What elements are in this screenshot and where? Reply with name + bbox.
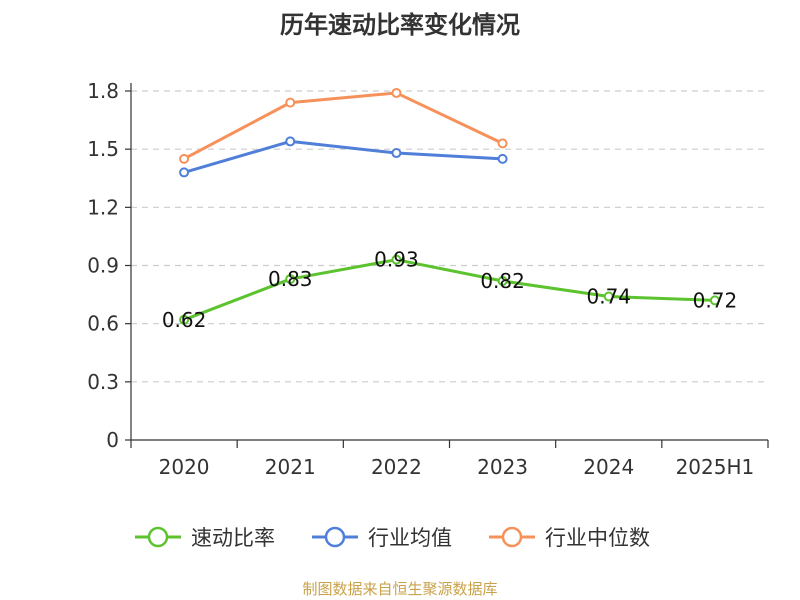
legend-marker <box>324 526 346 548</box>
data-point <box>179 314 190 325</box>
data-point <box>285 97 296 108</box>
y-tick-label: 1.2 <box>87 195 119 219</box>
data-point <box>285 136 296 147</box>
series-line <box>183 139 503 174</box>
x-tick-label: 2024 <box>583 455 634 479</box>
data-point <box>709 295 720 306</box>
data-point <box>285 274 296 285</box>
series-line <box>183 91 504 161</box>
y-tick-label: 1.5 <box>87 137 119 161</box>
data-point <box>179 167 190 178</box>
y-tick-label: 0 <box>106 428 119 452</box>
grid-lines <box>131 90 768 383</box>
y-tick-label: 0.9 <box>87 254 119 278</box>
x-tick-label: 2022 <box>371 455 422 479</box>
source-note: 制图数据来自恒生聚源数据库 <box>302 580 497 598</box>
data-label: 0.82 <box>480 269 525 293</box>
data-point <box>391 148 402 159</box>
data-label: 0.83 <box>268 267 313 291</box>
legend-label: 行业中位数 <box>545 526 650 550</box>
axes: 0 0.3 0.6 0.9 1.2 1.5 1.8 2020 2021 2022 2023 2024 2… <box>87 79 769 479</box>
data-label: 0.93 <box>374 248 419 272</box>
data-label: 0.62 <box>162 308 207 332</box>
data-point <box>497 153 508 164</box>
y-tick-label: 0.6 <box>87 312 119 336</box>
x-tick-label: 2023 <box>477 455 528 479</box>
x-tick-label: 2025H1 <box>676 455 755 479</box>
y-tick-label: 0.3 <box>87 370 119 394</box>
chart-title: 历年速动比率变化情况 <box>280 11 520 39</box>
x-tick-label: 2021 <box>265 455 316 479</box>
data-label: 0.72 <box>693 288 738 312</box>
data-point <box>497 138 508 149</box>
data-point <box>497 276 508 287</box>
series-line <box>183 258 715 322</box>
data-point <box>603 291 614 302</box>
series-layer <box>179 87 720 325</box>
data-label: 0.74 <box>586 285 631 309</box>
legend-label: 行业均值 <box>368 526 452 550</box>
x-tick-label: 2020 <box>159 455 210 479</box>
data-point <box>391 254 402 265</box>
legend-label: 速动比率 <box>191 526 275 550</box>
legend-marker <box>147 526 169 548</box>
legend-marker <box>501 526 523 548</box>
data-point <box>391 87 402 98</box>
legend: 速动比率 行业均值 行业中位数 <box>135 526 650 550</box>
data-point <box>179 153 190 164</box>
data-labels: 0.62 0.83 0.93 0.82 0.74 0.72 <box>162 248 737 332</box>
y-tick-label: 1.8 <box>87 79 119 103</box>
